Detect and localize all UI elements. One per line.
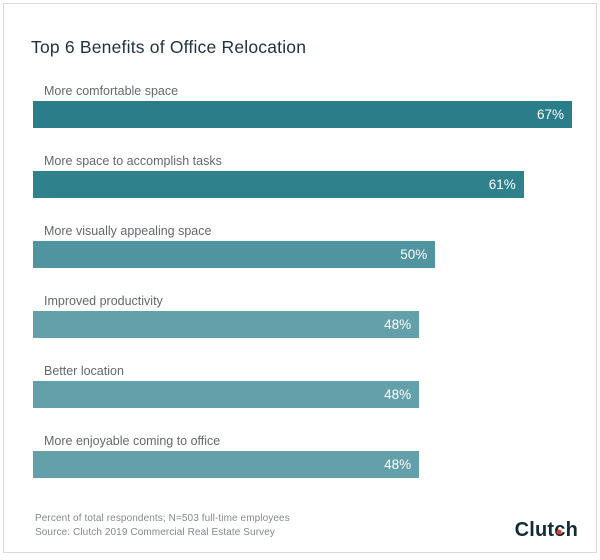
bar-category-label: More space to accomplish tasks — [44, 154, 222, 168]
bar: 48% — [33, 381, 420, 408]
footnote-line-respondents: Percent of total respondents; N=503 full… — [35, 513, 290, 524]
bar-row: More comfortable space 67% — [33, 84, 596, 128]
bar-row: More space to accomplish tasks 61% — [33, 154, 596, 198]
bar-row: More enjoyable coming to office 48% — [33, 434, 596, 478]
clutch-logo: Clutch — [515, 519, 578, 542]
bar-value-label: 48% — [384, 317, 412, 332]
bar-row: Better location 48% — [33, 364, 596, 408]
logo-text-post: h — [565, 519, 578, 541]
bar: 61% — [33, 171, 524, 198]
bar-category-label: More enjoyable coming to office — [44, 434, 221, 448]
bar-category-label: More comfortable space — [44, 84, 179, 98]
bar-chart: More comfortable space 67% More space to a… — [33, 84, 596, 478]
logo-red-dot-icon — [556, 529, 562, 535]
bar-value-label: 48% — [384, 387, 412, 402]
chart-title: Top 6 Benefits of Office Relocation — [31, 37, 307, 57]
bar-row: More visually appealing space 50% — [33, 224, 596, 268]
bar-value-label: 48% — [384, 457, 412, 472]
bar-row: Improved productivity 48% — [33, 294, 596, 338]
bar-category-label: Improved productivity — [44, 294, 163, 308]
logo-text-pre: Clut — [514, 519, 555, 541]
bar-value-label: 61% — [488, 177, 516, 192]
bar: 50% — [33, 241, 436, 268]
footnote-line-source: Source: Clutch 2019 Commercial Real Esta… — [35, 527, 276, 538]
bar-value-label: 50% — [400, 247, 428, 262]
bar: 48% — [33, 451, 420, 478]
logo-dotted-c: c — [554, 519, 565, 542]
bar-category-label: More visually appealing space — [44, 224, 212, 238]
chart-footnote: Percent of total respondents; N=503 full… — [35, 512, 290, 540]
chart-card: Top 6 Benefits of Office Relocation More… — [3, 3, 597, 553]
bar: 48% — [33, 311, 420, 338]
bar-category-label: Better location — [44, 364, 124, 378]
bar-value-label: 67% — [536, 107, 564, 122]
bar: 67% — [33, 101, 572, 128]
